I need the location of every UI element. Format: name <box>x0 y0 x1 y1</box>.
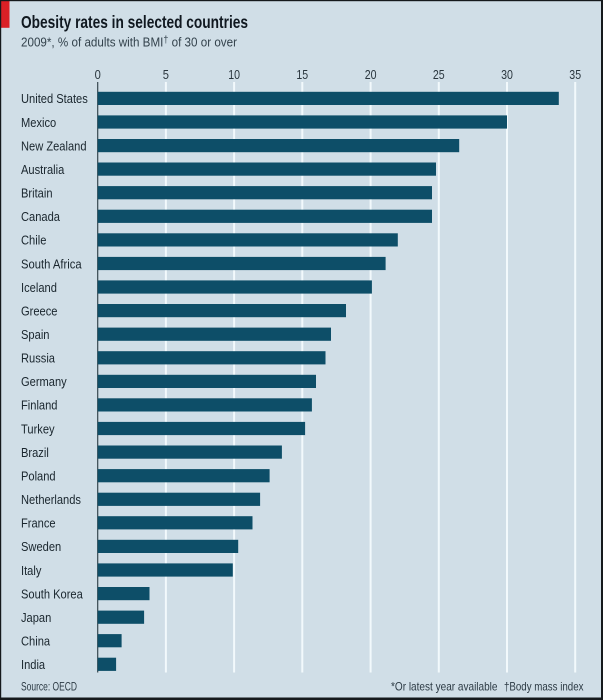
svg-text:25: 25 <box>433 67 445 82</box>
svg-text:2009*, % of adults with BMI† o: 2009*, % of adults with BMI† of 30 or ov… <box>21 34 238 49</box>
svg-text:Germany: Germany <box>21 375 67 389</box>
svg-text:Chile: Chile <box>21 234 46 248</box>
svg-text:Japan: Japan <box>21 611 51 625</box>
svg-text:Mexico: Mexico <box>21 116 56 130</box>
svg-text:Source: OECD: Source: OECD <box>21 680 77 694</box>
svg-text:Netherlands: Netherlands <box>21 493 81 507</box>
svg-text:China: China <box>21 635 50 649</box>
svg-text:United States: United States <box>21 92 88 106</box>
svg-text:France: France <box>21 517 56 531</box>
svg-text:30: 30 <box>501 67 513 82</box>
svg-text:5: 5 <box>163 67 169 82</box>
svg-text:South Africa: South Africa <box>21 257 82 271</box>
svg-text:Iceland: Iceland <box>21 281 57 295</box>
svg-text:0: 0 <box>95 67 101 82</box>
svg-text:Russia: Russia <box>21 352 55 366</box>
svg-text:South Korea: South Korea <box>21 587 83 601</box>
svg-text:*Or latest year available: *Or latest year available <box>391 680 498 694</box>
svg-text:35: 35 <box>569 67 581 82</box>
svg-text:Poland: Poland <box>21 470 56 484</box>
svg-text:20: 20 <box>365 67 377 82</box>
svg-text:India: India <box>21 658 45 672</box>
svg-text:†Body mass index: †Body mass index <box>504 680 584 694</box>
svg-text:Greece: Greece <box>21 304 58 318</box>
svg-text:Sweden: Sweden <box>21 540 61 554</box>
svg-text:Australia: Australia <box>21 163 64 177</box>
svg-text:Obesity rates in selected coun: Obesity rates in selected countries <box>21 12 248 32</box>
svg-text:Brazil: Brazil <box>21 446 49 460</box>
svg-text:10: 10 <box>228 67 240 82</box>
svg-text:Britain: Britain <box>21 187 53 201</box>
svg-text:Canada: Canada <box>21 210 60 224</box>
svg-text:15: 15 <box>296 67 308 82</box>
svg-text:Italy: Italy <box>21 564 42 578</box>
svg-text:Spain: Spain <box>21 328 50 342</box>
svg-text:Finland: Finland <box>21 399 58 413</box>
svg-text:Turkey: Turkey <box>21 422 55 436</box>
svg-text:New Zealand: New Zealand <box>21 139 87 153</box>
